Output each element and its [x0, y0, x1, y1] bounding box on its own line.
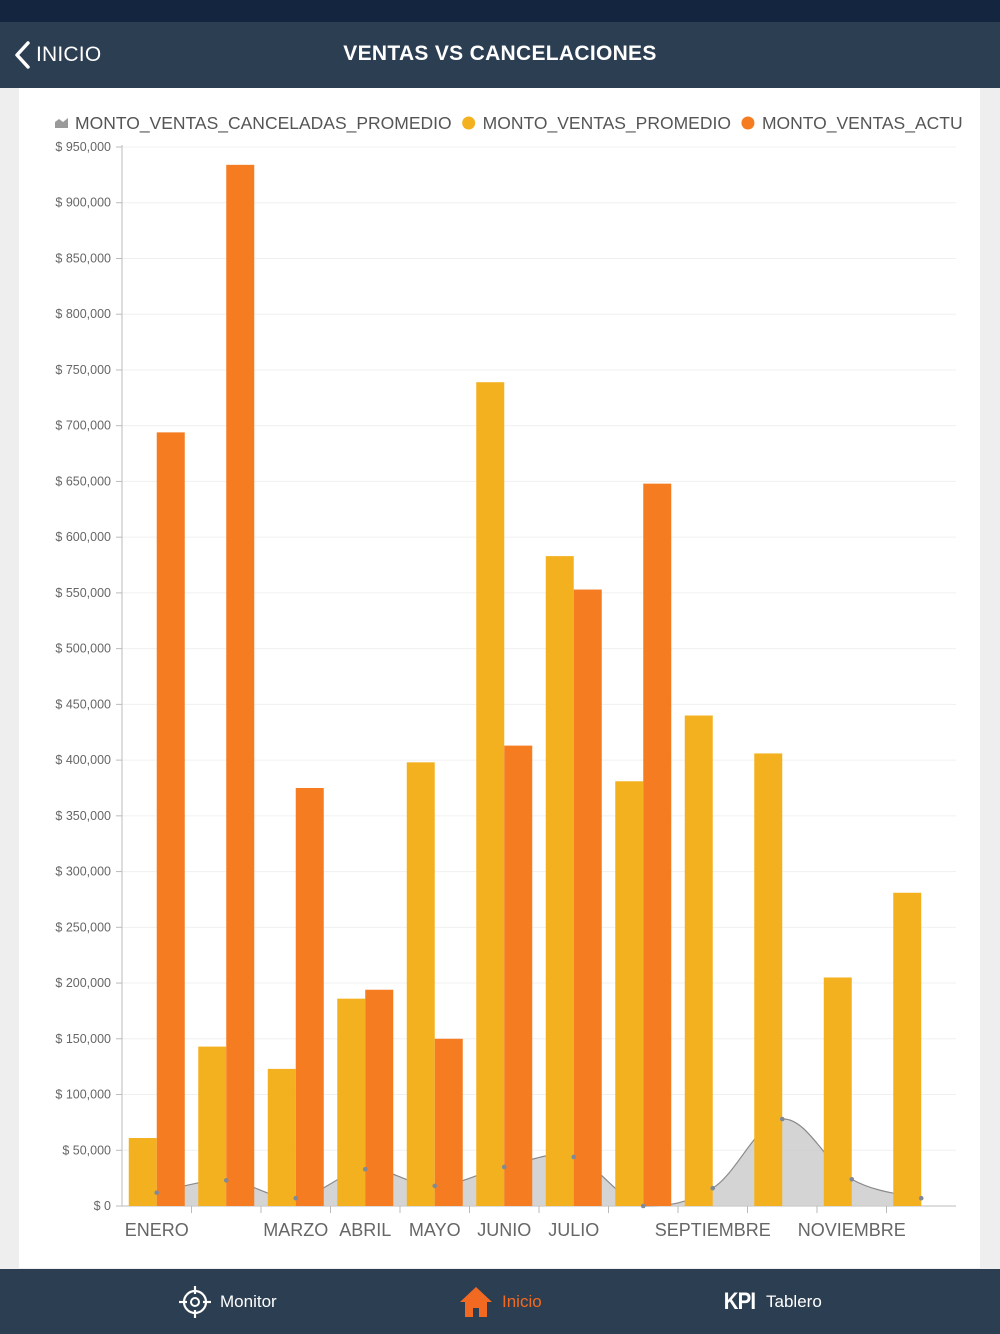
y-tick-label: $ 450,000	[55, 697, 111, 711]
tab-bar: Monitor Inicio KPI Tablero	[0, 1269, 1000, 1334]
bar-promedio-julio	[545, 556, 574, 1206]
legend-marker-area-icon	[55, 118, 68, 128]
point-canceladas-marzo	[293, 1195, 299, 1201]
y-tick-label: $ 700,000	[55, 419, 111, 433]
y-tick-label: $ 250,000	[55, 920, 111, 934]
kpi-logo-icon: KPI	[723, 1287, 756, 1315]
back-button[interactable]: INICIO	[12, 38, 101, 72]
point-canceladas-junio	[501, 1164, 507, 1170]
back-button-label: INICIO	[36, 43, 102, 66]
legend-label: MONTO_VENTAS_CANCELADAS_PROMEDIO	[75, 113, 452, 134]
chart-card: $ 0 $ 50,000 $ 100,000 $ 150,000 $ 200,000 $ …	[19, 88, 980, 1268]
y-tick-label: $ 100,000	[55, 1088, 111, 1102]
y-tick-label: $ 900,000	[55, 196, 111, 210]
legend: MONTO_VENTAS_CANCELADAS_PROMEDIO MONTO_VE…	[55, 113, 980, 134]
y-tick-label: $ 150,000	[55, 1032, 111, 1046]
bar-promedio-octubre	[754, 753, 783, 1206]
crosshair-icon	[179, 1285, 211, 1318]
legend-marker-circle-icon	[741, 116, 755, 130]
status-bar	[0, 0, 1000, 22]
y-tick-label: $ 50,000	[62, 1143, 111, 1157]
bar-actual-junio	[504, 745, 533, 1206]
tab-monitor-label: Monitor	[220, 1291, 277, 1311]
chevron-left-icon	[15, 41, 30, 69]
bar-actual-marzo	[295, 787, 324, 1206]
y-tick-label: $ 550,000	[55, 586, 111, 600]
y-tick-label: $ 500,000	[55, 642, 111, 656]
legend-label: MONTO_VENTAS_PROMEDIO	[483, 113, 731, 134]
bar-promedio-septiembre	[684, 715, 713, 1206]
bar-actual-julio	[573, 589, 602, 1206]
x-tick-label: MARZO	[263, 1220, 328, 1240]
tab-tablero[interactable]: KPI Tablero	[721, 1269, 822, 1334]
point-canceladas-agosto	[640, 1203, 646, 1209]
bar-actual-febrero	[226, 164, 255, 1206]
y-tick-label: $ 200,000	[55, 976, 111, 990]
y-tick-label: $ 400,000	[55, 753, 111, 767]
y-tick-label: $ 600,000	[55, 530, 111, 544]
bar-promedio-noviembre	[823, 977, 852, 1206]
bar-promedio-febrero	[198, 1046, 227, 1206]
y-tick-label: $ 850,000	[55, 251, 111, 265]
x-tick-label: ENERO	[125, 1220, 189, 1240]
tab-inicio-label: Inicio	[502, 1291, 542, 1311]
bar-actual-enero	[156, 432, 185, 1206]
page-title: VENTAS VS CANCELACIONES	[343, 42, 657, 65]
tab-inicio[interactable]: Inicio	[458, 1269, 542, 1334]
x-tick-label: NOVIEMBRE	[798, 1220, 906, 1240]
point-canceladas-octubre	[779, 1116, 785, 1122]
legend-label: MONTO_VENTAS_ACTUAL	[762, 113, 980, 134]
y-tick-label: $ 800,000	[55, 307, 111, 321]
bar-promedio-abril	[337, 998, 366, 1206]
bar-promedio-agosto	[615, 781, 644, 1206]
bar-actual-mayo	[434, 1038, 463, 1206]
point-canceladas-mayo	[432, 1183, 438, 1189]
x-tick-label: SEPTIEMBRE	[655, 1220, 771, 1240]
bar-promedio-mayo	[406, 762, 435, 1206]
y-tick-label: $ 300,000	[55, 865, 111, 879]
x-tick-label: ABRIL	[339, 1220, 391, 1240]
x-tick-label: MAYO	[409, 1220, 461, 1240]
bar-promedio-diciembre	[893, 892, 922, 1206]
tab-tablero-label: Tablero	[766, 1291, 822, 1311]
bar-actual-abril	[365, 989, 394, 1206]
point-canceladas-noviembre	[849, 1176, 855, 1182]
bar-promedio-junio	[476, 382, 505, 1206]
y-tick-label: $ 0	[94, 1199, 111, 1213]
point-canceladas-febrero	[223, 1178, 229, 1183]
y-tick-label: $ 750,000	[55, 363, 111, 377]
bar-promedio-marzo	[267, 1068, 296, 1206]
point-canceladas-enero	[154, 1190, 160, 1195]
home-icon	[460, 1286, 492, 1317]
navigation-bar: INICIO VENTAS VS CANCELACIONES	[0, 22, 1000, 88]
x-tick-label: JUNIO	[477, 1220, 531, 1240]
sales-vs-cancellations-chart: $ 0 $ 50,000 $ 100,000 $ 150,000 $ 200,000 $ …	[55, 113, 980, 1240]
x-tick-label: JULIO	[548, 1220, 599, 1240]
point-canceladas-julio	[571, 1154, 577, 1160]
legend-marker-circle-icon	[462, 116, 476, 130]
point-canceladas-septiembre	[710, 1185, 716, 1191]
tab-monitor[interactable]: Monitor	[178, 1269, 277, 1334]
y-tick-label: $ 350,000	[55, 809, 111, 823]
point-canceladas-diciembre	[918, 1195, 924, 1201]
point-canceladas-abril	[362, 1166, 368, 1172]
y-tick-label: $ 950,000	[55, 140, 111, 154]
bar-promedio-enero	[128, 1138, 157, 1206]
bar-actual-agosto	[643, 483, 672, 1206]
y-tick-label: $ 650,000	[55, 474, 111, 488]
